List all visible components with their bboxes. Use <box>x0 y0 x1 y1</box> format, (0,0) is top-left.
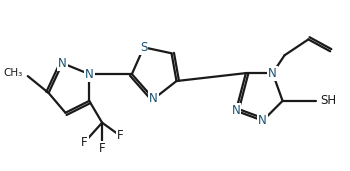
Text: F: F <box>81 136 88 149</box>
Text: CH₃: CH₃ <box>4 68 23 78</box>
Text: N: N <box>58 57 67 70</box>
Text: N: N <box>268 67 277 80</box>
Text: N: N <box>232 104 240 117</box>
Text: N: N <box>258 114 267 127</box>
Text: SH: SH <box>320 94 336 107</box>
Text: N: N <box>85 68 93 81</box>
Text: F: F <box>99 142 105 155</box>
Text: F: F <box>117 129 123 142</box>
Text: S: S <box>140 41 147 54</box>
Text: N: N <box>149 92 158 105</box>
